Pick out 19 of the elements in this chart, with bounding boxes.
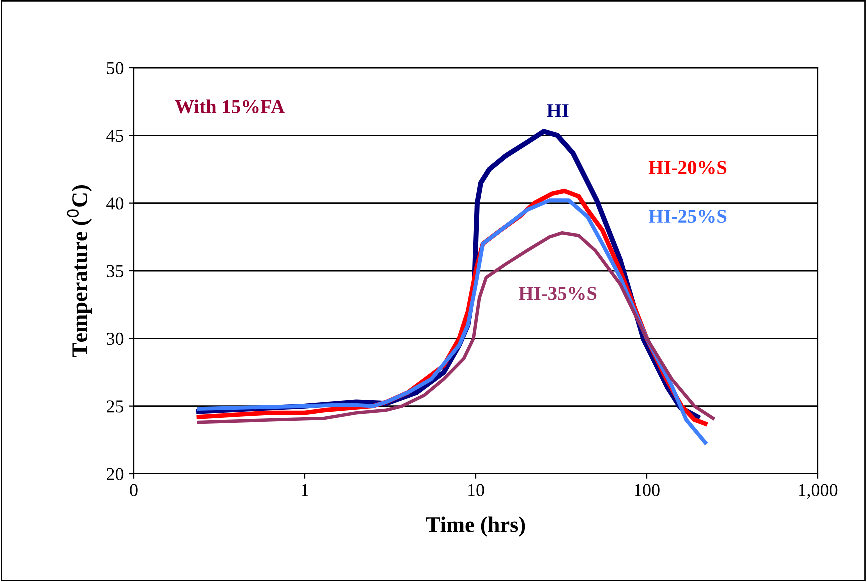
text: HI-25%S (648, 210, 727, 224)
y-tick-label: 30 (107, 332, 124, 346)
y-tick-label: 20 (107, 468, 124, 480)
x-axis-title: Time (hrs) (426, 516, 526, 537)
y-axis-title: Temperature ($^{0}$C) (67, 186, 92, 358)
x-tick-label: 1 (302, 484, 308, 496)
x-tick-label: 1,000 (799, 484, 838, 500)
y-tick-label: 50 (107, 62, 124, 74)
y-tick-label: 45 (106, 130, 124, 142)
y-tick-label: 40 (106, 198, 124, 210)
x-tick-label: 100 (635, 484, 660, 496)
text: HI-20%S (648, 161, 727, 174)
y-tick-label: 35 (107, 265, 124, 278)
annotation: With 15%FA (175, 100, 285, 114)
series-label: HI (547, 104, 569, 118)
x-tick-label: 10 (468, 484, 484, 496)
series-label: HI-35%S (518, 287, 597, 300)
y-tick-label: 25 (107, 400, 124, 413)
x-tick-label: 0 (130, 484, 138, 496)
